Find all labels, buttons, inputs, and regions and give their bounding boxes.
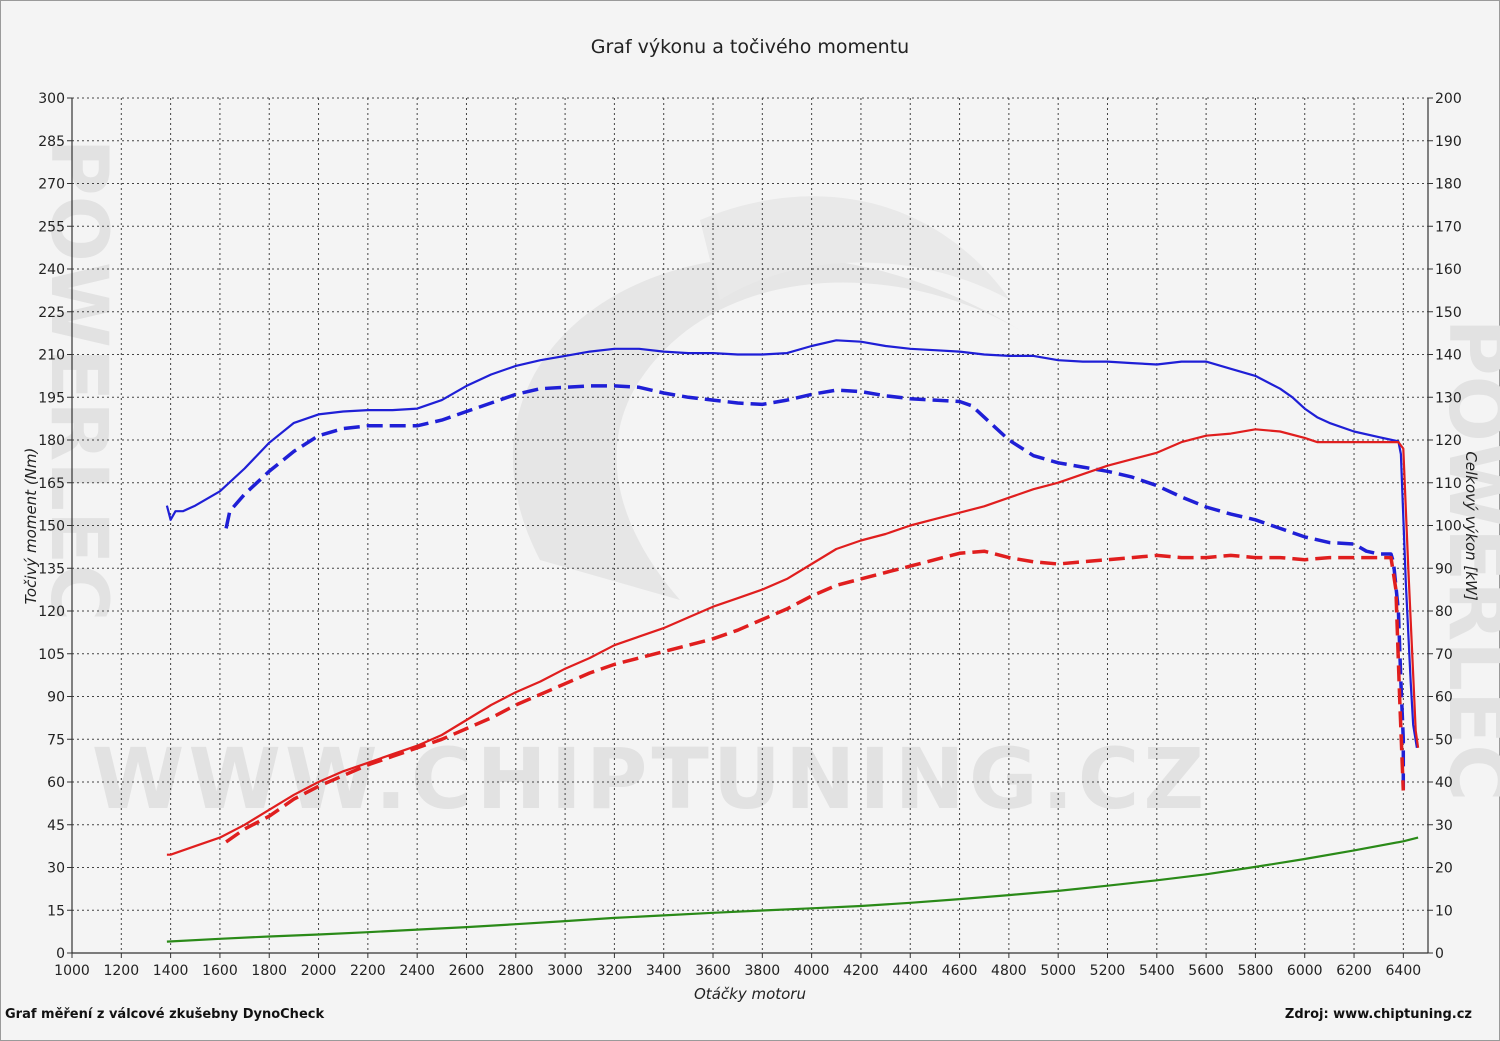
y-left-tick-label: 30: [47, 861, 65, 877]
y-right-tick-label: 40: [1435, 775, 1453, 791]
y-right-tick-label: 80: [1435, 604, 1453, 620]
x-tick-label: 6400: [1386, 963, 1422, 979]
x-tick-label: 5600: [1188, 963, 1224, 979]
x-tick-label: 3400: [646, 963, 682, 979]
series-line-2: [224, 384, 1406, 791]
x-tick-label: 5400: [1139, 963, 1175, 979]
x-tick-label: 4800: [991, 963, 1027, 979]
x-tick-label: 4200: [843, 963, 879, 979]
x-tick-label: 1800: [251, 963, 287, 979]
footer-credit: Zdroj: www.chiptuning.cz: [1285, 1007, 1472, 1022]
series-line-4: [225, 549, 1406, 844]
y-left-tick-label: 240: [38, 262, 65, 278]
y-left-tick-label: 300: [38, 91, 65, 107]
y-left-tick-label: 255: [38, 219, 65, 235]
y-right-tick-label: 20: [1435, 861, 1453, 877]
y-left-tick-label: 180: [38, 433, 65, 449]
x-axis-label: Otáčky motoru: [694, 985, 806, 1003]
y-right-tick-label: 50: [1435, 732, 1453, 748]
series-line-3: [166, 428, 1420, 856]
y-axis-left-label: Točivý moment (Nm): [22, 448, 40, 605]
y-left-tick-label: 165: [38, 476, 65, 492]
y-right-tick-label: 100: [1435, 519, 1462, 535]
y-left-tick-label: 225: [38, 305, 65, 321]
y-left-tick-label: 285: [38, 134, 65, 150]
x-tick-label: 3000: [547, 963, 583, 979]
y-right-tick-label: 170: [1435, 219, 1462, 235]
x-tick-label: 3800: [745, 963, 781, 979]
x-tick-label: 2800: [498, 963, 534, 979]
y-left-tick-label: 90: [47, 690, 65, 706]
x-tick-label: 3600: [695, 963, 731, 979]
y-left-tick-label: 150: [38, 519, 65, 535]
y-right-tick-label: 90: [1435, 561, 1453, 577]
y-left-tick-label: 120: [38, 604, 65, 620]
x-tick-label: 1000: [54, 963, 90, 979]
x-tick-label: 2400: [399, 963, 435, 979]
watermark-logo-shape: [512, 256, 1020, 600]
x-tick-label: 4400: [892, 963, 928, 979]
x-tick-label: 1600: [202, 963, 238, 979]
x-tick-label: 1200: [103, 963, 139, 979]
x-tick-label: 6000: [1287, 963, 1323, 979]
y-left-tick-label: 135: [38, 561, 65, 577]
watermark-layer: WWW.CHIPTUNING.CZ POWERLEC POWERLEC: [33, 138, 1500, 828]
x-tick-label: 5000: [1040, 963, 1076, 979]
watermark-text: WWW.CHIPTUNING.CZ: [92, 730, 1209, 828]
y-left-tick-label: 15: [47, 903, 65, 919]
chart-title: Graf výkonu a točivého momentu: [591, 36, 909, 58]
y-right-tick-label: 70: [1435, 647, 1453, 663]
x-tick-label: 3200: [597, 963, 633, 979]
footer-source-note: Graf měření z válcové zkušebny DynoCheck: [5, 1007, 324, 1022]
y-right-tick-label: 0: [1435, 946, 1444, 962]
y-left-tick-label: 45: [47, 818, 65, 834]
grid-layer: [72, 97, 1428, 953]
y-left-tick-label: 210: [38, 348, 65, 364]
x-tick-label: 2200: [350, 963, 386, 979]
y-right-tick-label: 150: [1435, 305, 1462, 321]
y-right-tick-label: 110: [1435, 476, 1462, 492]
y-right-tick-label: 130: [1435, 390, 1462, 406]
x-tick-label: 4000: [794, 963, 830, 979]
y-right-tick-label: 200: [1435, 91, 1462, 107]
y-right-tick-label: 140: [1435, 348, 1462, 364]
x-tick-label: 5800: [1238, 963, 1274, 979]
series-line-1: [165, 339, 1418, 748]
y-right-tick-label: 10: [1435, 903, 1453, 919]
y-axis-right-label: Celkový výkon [kW]: [1462, 451, 1480, 601]
y-left-tick-label: 0: [56, 946, 65, 962]
axis-layer: 1000 1200 1400 1600 1800 2000 2200 2400 2600 2800…: [38, 91, 1461, 979]
y-right-tick-label: 190: [1435, 134, 1462, 150]
x-tick-label: 1400: [153, 963, 189, 979]
watermark-logo-accent: [700, 196, 1010, 300]
side-watermark-left: POWERLEC: [33, 138, 123, 621]
y-left-tick-label: 270: [38, 177, 65, 193]
y-right-tick-label: 30: [1435, 818, 1453, 834]
x-tick-label: 2600: [449, 963, 485, 979]
side-watermark-right: POWERLEC: [1431, 318, 1500, 801]
y-right-tick-label: 120: [1435, 433, 1462, 449]
y-left-tick-label: 195: [38, 390, 65, 406]
y-right-tick-label: 60: [1435, 690, 1453, 706]
y-left-tick-label: 75: [47, 732, 65, 748]
y-left-tick-label: 60: [47, 775, 65, 791]
x-tick-label: 2000: [301, 963, 337, 979]
x-tick-label: 4600: [942, 963, 978, 979]
x-tick-label: 5200: [1090, 963, 1126, 979]
series-layer: [165, 339, 1420, 943]
y-right-tick-label: 160: [1435, 262, 1462, 278]
y-left-tick-label: 105: [38, 647, 65, 663]
y-right-tick-label: 180: [1435, 177, 1462, 193]
x-tick-label: 6200: [1336, 963, 1372, 979]
series-line-5: [166, 836, 1419, 943]
